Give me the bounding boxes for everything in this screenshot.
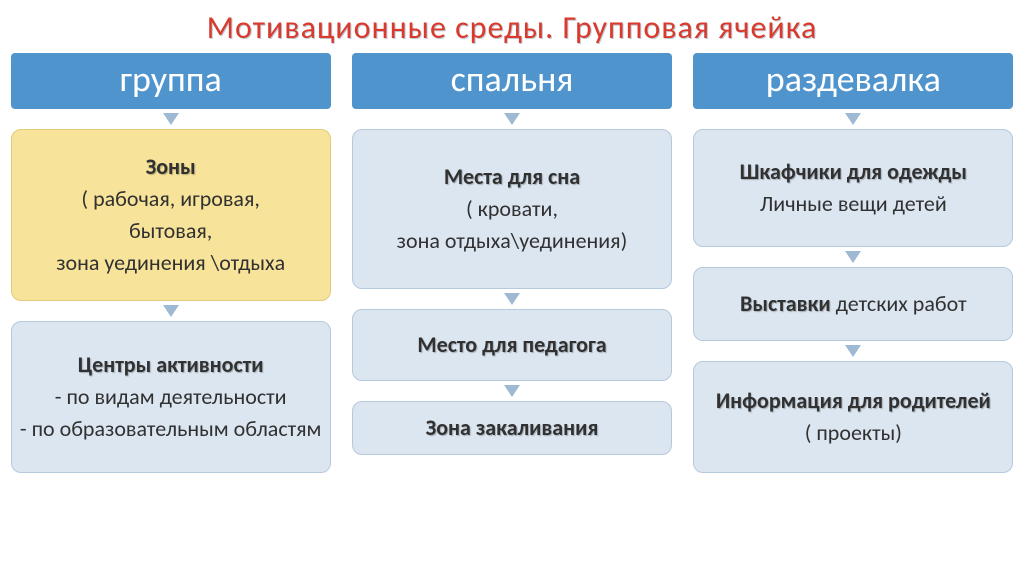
- card-title: Центры активности: [20, 349, 322, 381]
- card-title: Шкафчики для одежды: [702, 156, 1004, 188]
- card: Информация для родителей( проекты): [693, 361, 1013, 473]
- card: Центры активности- по видам деятельности…: [11, 321, 331, 473]
- arrow-down-icon: [504, 293, 520, 305]
- card-title: Места для сна: [361, 161, 663, 193]
- card-body-inline: детских работ: [831, 290, 967, 317]
- card-title: Место для педагога: [361, 329, 663, 361]
- card-body: ( рабочая, игровая,бытовая,зона уединени…: [20, 183, 322, 279]
- title-text: Мотивационные среды. Групповая ячейка: [207, 8, 818, 47]
- arrow-down-icon: [504, 113, 520, 125]
- card-title-inline: Выставки: [740, 290, 831, 317]
- card: Выставки детских работ: [693, 267, 1013, 341]
- card-body: ( проекты): [702, 417, 1004, 449]
- page-title: Мотивационные среды. Групповая ячейка: [0, 0, 1024, 53]
- card-title: Информация для родителей: [702, 385, 1004, 417]
- arrow-down-icon: [163, 305, 179, 317]
- card: Место для педагога: [352, 309, 672, 381]
- column-header: спальня: [352, 53, 672, 109]
- card: Места для сна( кровати,зона отдыха\уедин…: [352, 129, 672, 289]
- arrow-down-icon: [163, 113, 179, 125]
- column-header: группа: [11, 53, 331, 109]
- arrow-down-icon: [845, 251, 861, 263]
- column-1: спальня Места для сна( кровати,зона отдых…: [352, 53, 672, 473]
- column-0: группа Зоны( рабочая, игровая,бытовая,зон…: [11, 53, 331, 473]
- card-body: Личные вещи детей: [702, 188, 1004, 220]
- card-body: - по видам деятельности- по образователь…: [20, 381, 322, 445]
- card-title: Зона закаливания: [361, 412, 663, 444]
- column-2: раздевалка Шкафчики для одеждыЛичные вещи…: [693, 53, 1013, 473]
- card: Зоны( рабочая, игровая,бытовая,зона уеди…: [11, 129, 331, 301]
- arrow-down-icon: [845, 345, 861, 357]
- card: Зона закаливания: [352, 401, 672, 455]
- arrow-down-icon: [504, 385, 520, 397]
- card-title: Зоны: [20, 151, 322, 183]
- columns-container: группа Зоны( рабочая, игровая,бытовая,зон…: [0, 53, 1024, 473]
- card-body: ( кровати,зона отдыха\уединения): [361, 193, 663, 257]
- arrow-down-icon: [845, 113, 861, 125]
- card-body: Выставки детских работ: [702, 288, 1004, 320]
- column-header: раздевалка: [693, 53, 1013, 109]
- card: Шкафчики для одеждыЛичные вещи детей: [693, 129, 1013, 247]
